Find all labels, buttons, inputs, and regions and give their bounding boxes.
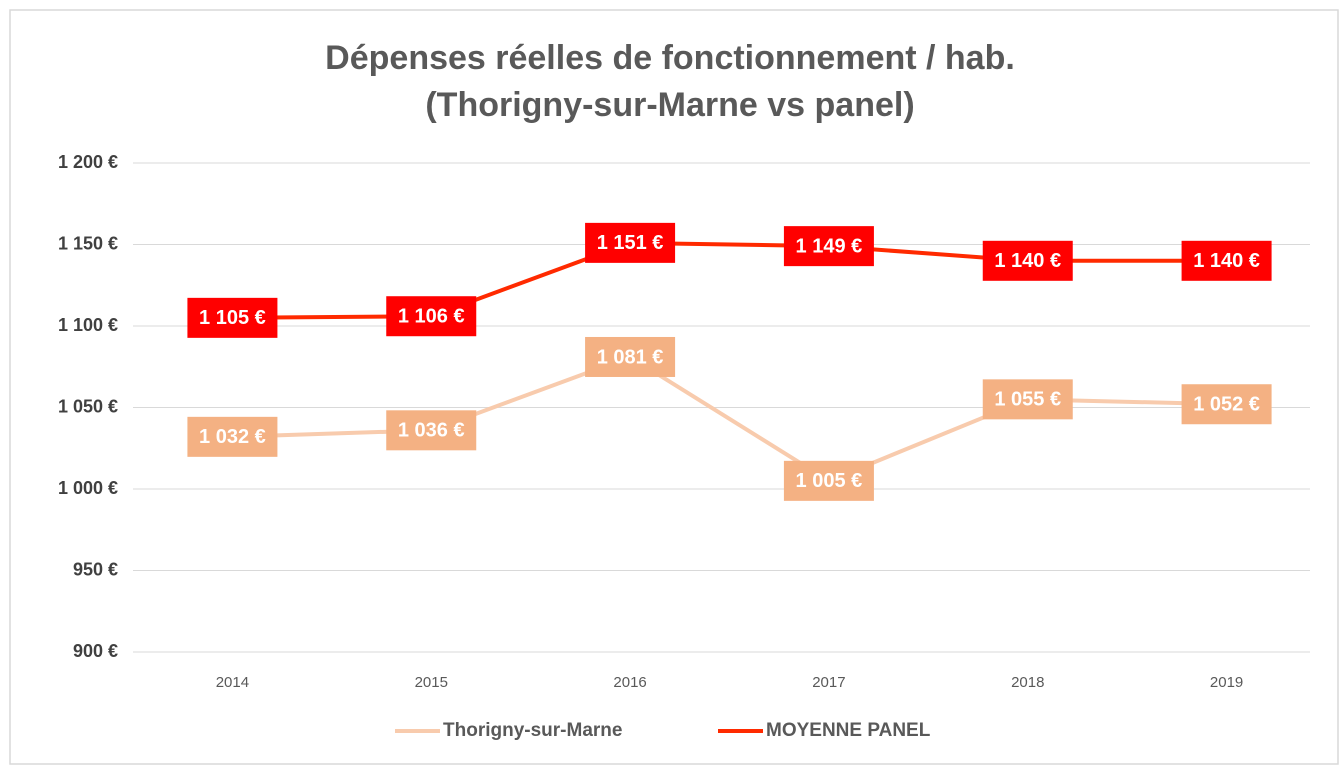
data-label-box [585, 222, 676, 263]
data-label: 1 052 € [1193, 394, 1260, 416]
legend-label: MOYENNE PANEL [766, 720, 931, 741]
data-label-box [187, 416, 278, 457]
legend-label: Thorigny-sur-Marne [443, 720, 622, 741]
x-tick-label: 2016 [613, 674, 646, 691]
chart-title: Dépenses réelles de fonctionnement / hab… [325, 39, 1015, 77]
data-label: 1 032 € [199, 426, 266, 448]
data-label: 1 081 € [597, 346, 664, 368]
data-label: 1 105 € [199, 307, 266, 329]
data-label-box [982, 240, 1073, 281]
y-tick-label: 1 000 € [58, 478, 118, 498]
data-label: 1 055 € [994, 389, 1061, 411]
x-tick-label: 2019 [1210, 674, 1243, 691]
chart-frame [9, 9, 1339, 765]
y-tick-label: 950 € [73, 559, 118, 579]
data-label: 1 036 € [398, 420, 465, 442]
y-tick-label: 1 100 € [58, 315, 118, 335]
data-label: 1 151 € [597, 232, 664, 254]
data-label-box [585, 336, 676, 377]
data-label-box [982, 379, 1073, 420]
y-tick-label: 1 050 € [58, 396, 118, 416]
chart-subtitle: (Thorigny-sur-Marne vs panel) [425, 86, 914, 124]
data-label: 1 149 € [796, 235, 863, 257]
x-tick-label: 2014 [216, 674, 249, 691]
data-label: 1 005 € [796, 470, 863, 492]
x-tick-label: 2015 [415, 674, 448, 691]
data-label: 1 106 € [398, 306, 465, 328]
data-label-box [1181, 240, 1272, 281]
x-tick-label: 2018 [1011, 674, 1044, 691]
data-label-box [783, 460, 874, 501]
y-tick-label: 1 200 € [58, 152, 118, 172]
data-label: 1 140 € [1193, 250, 1260, 272]
data-label-box [1181, 384, 1272, 425]
x-tick-label: 2017 [812, 674, 845, 691]
data-label-box [187, 297, 278, 338]
data-label-box [386, 410, 477, 451]
y-tick-label: 900 € [73, 641, 118, 661]
y-tick-label: 1 150 € [58, 233, 118, 253]
data-label-box [386, 296, 477, 337]
data-label: 1 140 € [994, 250, 1061, 272]
data-label-box [783, 226, 874, 267]
